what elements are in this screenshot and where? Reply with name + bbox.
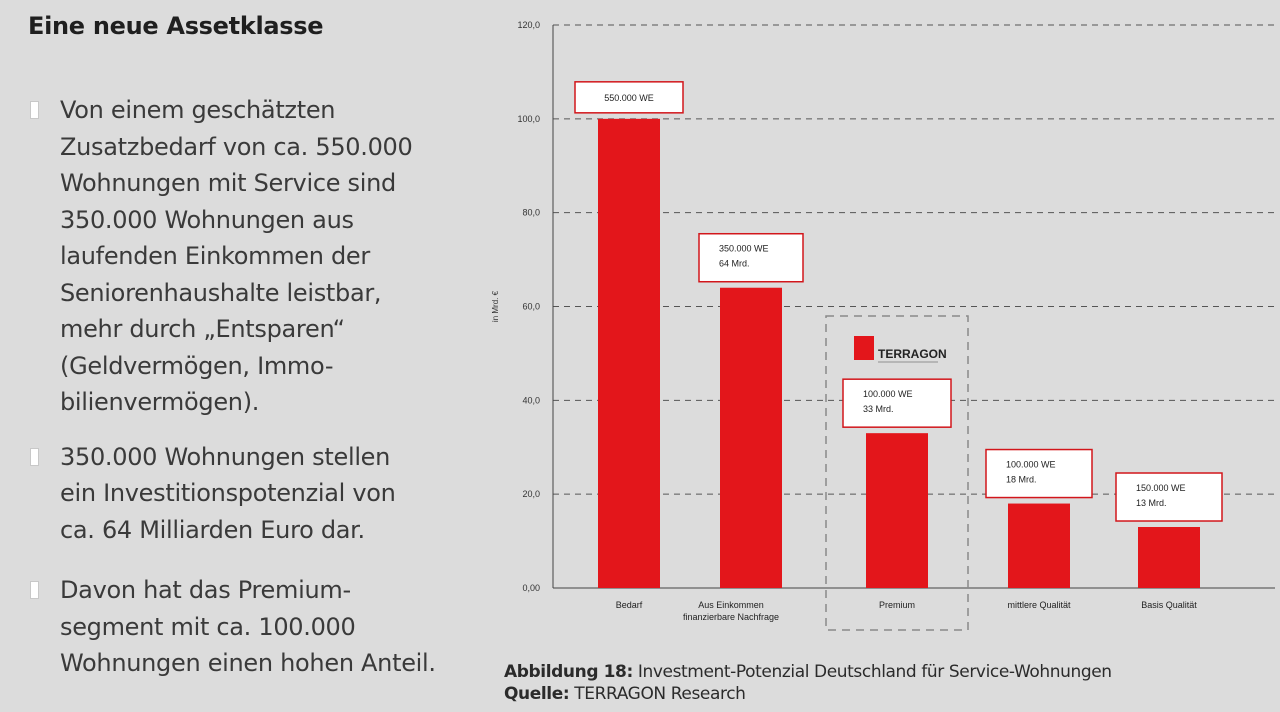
x-tick-label: Premium [879, 600, 915, 610]
data-label: 150.000 WE [1136, 483, 1186, 493]
caption-source-text: TERRAGON Research [569, 684, 746, 704]
data-label-box [842, 378, 952, 428]
bullet-list: Von einem geschätzten Zusatzbedarf von c… [28, 92, 468, 682]
bullet-text: 350.000 Wohnungen stellen ein Investitio… [60, 442, 396, 544]
logo-text: TERRAGON [878, 347, 947, 361]
data-label: 550.000 WE [604, 93, 654, 103]
caption-figure-text: Investment-Potenzial Deutschland für Ser… [632, 662, 1112, 682]
x-tick-label: finanzierbare Nachfrage [683, 612, 779, 622]
x-tick-label: Aus Einkommen [698, 600, 764, 610]
x-tick-label: Bedarf [616, 600, 643, 610]
bullet-marker [30, 101, 39, 119]
bar [866, 433, 928, 588]
caption-figure-label: Abbildung 18: [504, 662, 633, 682]
y-tick-label: 20,0 [522, 489, 540, 499]
data-label-box [1115, 472, 1223, 522]
bar [1008, 503, 1070, 588]
y-tick-label: 100,0 [517, 114, 540, 124]
y-tick-label: 40,0 [522, 395, 540, 405]
bullet-item: Von einem geschätzten Zusatzbedarf von c… [28, 92, 468, 421]
bar-chart: in Mrd. € 0,00 20,0 40,0 60,0 80,0 100,0 120,0 5… [491, 20, 1275, 631]
data-label-box [574, 81, 684, 114]
data-label: 64 Mrd. [719, 259, 750, 269]
y-tick-label: 60,0 [522, 302, 540, 312]
bar [720, 287, 782, 588]
bullet-item: Davon hat das Premium- segment mit ca. 1… [28, 572, 468, 682]
data-label: 13 Mrd. [1136, 498, 1167, 508]
data-label-box [985, 448, 1093, 499]
figure-caption: Abbildung 18: Investment-Potenzial Deuts… [504, 661, 1112, 705]
data-label: 350.000 WE [719, 244, 769, 254]
data-label: 100.000 WE [1006, 460, 1056, 470]
y-tick-label: 80,0 [522, 208, 540, 218]
data-label: 33 Mrd. [863, 404, 894, 414]
caption-source-label: Quelle: [504, 684, 570, 704]
x-tick-label: Basis Qualität [1141, 600, 1197, 610]
data-label: 18 Mrd. [1006, 475, 1037, 485]
bullet-text: Von einem geschätzten Zusatzbedarf von c… [60, 96, 413, 416]
bullet-marker [30, 447, 39, 466]
bullet-marker [30, 581, 39, 599]
bullet-text: Davon hat das Premium- segment mit ca. 1… [60, 576, 436, 677]
y-tick-label: 0,00 [522, 583, 540, 593]
page-title: Eine neue Assetklasse [28, 12, 324, 40]
y-tick-label: 120,0 [517, 20, 540, 30]
data-label-box [698, 232, 804, 283]
bar [598, 118, 660, 588]
x-tick-label: mittlere Qualität [1007, 600, 1071, 610]
bullet-item: 350.000 Wohnungen stellen ein Investitio… [28, 439, 468, 549]
logo-mark [854, 336, 874, 360]
data-label: 100.000 WE [863, 389, 913, 399]
bar [1138, 527, 1200, 588]
y-axis-label: in Mrd. € [491, 290, 500, 322]
highlight-frame [825, 315, 969, 631]
